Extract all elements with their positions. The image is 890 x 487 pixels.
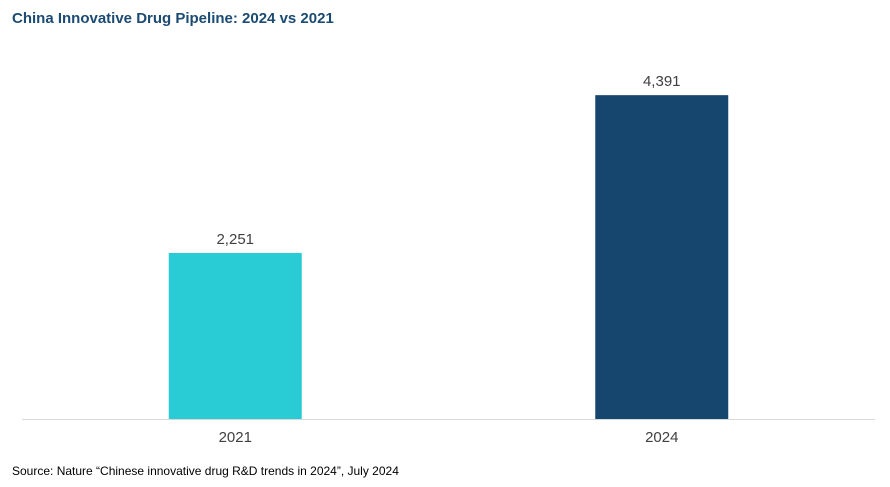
- source-note: Source: Nature “Chinese innovative drug …: [12, 464, 399, 478]
- bar-chart: 2,251 2021 4,391 2024: [22, 73, 875, 446]
- data-label-2024: 4,391: [643, 73, 681, 90]
- bar-2024: [595, 95, 729, 419]
- bar-2021: [168, 252, 302, 419]
- data-label-2021: 2,251: [216, 231, 254, 248]
- x-tick-label-2021: 2021: [219, 429, 252, 446]
- chart-title: China Innovative Drug Pipeline: 2024 vs …: [12, 10, 334, 27]
- x-tick-label-2024: 2024: [645, 429, 678, 446]
